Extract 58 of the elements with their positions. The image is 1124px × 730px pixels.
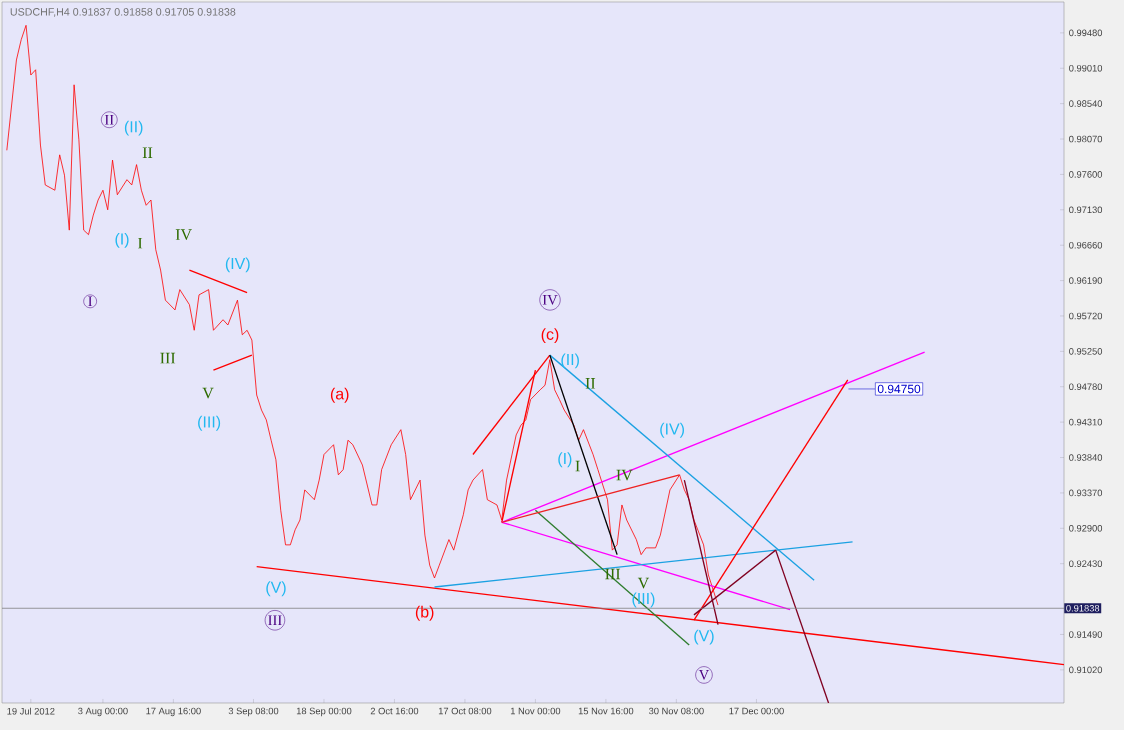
annotation: I <box>88 296 93 307</box>
annotation: (IV) <box>225 257 250 273</box>
annotation: (a) <box>330 387 349 403</box>
x-tick-label: 30 Nov 08:00 <box>648 707 704 715</box>
y-tick-label: 0.99480 <box>1069 29 1103 37</box>
x-tick-label: 2 Oct 16:00 <box>370 707 419 715</box>
annotation: V <box>202 387 214 399</box>
y-tick-label: 0.91490 <box>1069 631 1103 638</box>
annotation: (I) <box>115 232 129 248</box>
x-tick-label: 18 Sep 00:00 <box>296 707 352 717</box>
y-tick-label: 0.94310 <box>1069 418 1103 426</box>
annotation: (IV) <box>660 422 685 438</box>
annotation: (c) <box>541 328 559 344</box>
annotation: II <box>104 114 114 125</box>
annotation: IV <box>616 469 633 481</box>
chart-title: USDCHF,H4 0.91837 0.91858 0.91705 0.91838 <box>10 8 236 17</box>
annotation: III <box>160 352 176 364</box>
y-tick-label: 0.93840 <box>1069 454 1103 461</box>
y-tick-label: 0.95250 <box>1069 348 1103 355</box>
annotation: (b) <box>415 605 434 621</box>
y-tick-label: 0.92430 <box>1069 560 1103 567</box>
x-tick-label: 15 Nov 16:00 <box>578 707 634 715</box>
y-tick-label: 0.97600 <box>1069 171 1103 178</box>
x-tick-label: 3 Sep 08:00 <box>228 707 279 717</box>
y-tick-label: 0.98070 <box>1069 135 1103 143</box>
x-tick-label: 19 Jul 2012 <box>7 707 55 715</box>
y-tick-label: 0.91020 <box>1069 666 1103 674</box>
y-tick-label: 0.96660 <box>1069 241 1103 249</box>
annotation: (II) <box>124 120 143 136</box>
annotation: I <box>137 237 143 249</box>
y-tick-label: 0.95720 <box>1069 312 1103 320</box>
annotation: (V) <box>266 581 286 597</box>
y-tick-label: 0.99010 <box>1069 64 1103 72</box>
y-tick-label: 0.96190 <box>1069 277 1103 284</box>
annotation: (III) <box>198 415 221 431</box>
annotation: II <box>142 147 153 158</box>
annotation: IV <box>175 229 192 241</box>
annotation: I <box>575 460 580 472</box>
y-tick-label: 0.97130 <box>1069 206 1103 214</box>
x-tick-label: 17 Aug 16:00 <box>146 707 201 717</box>
y-tick-label: 0.98540 <box>1069 100 1103 107</box>
annotation: 0.94750 <box>877 384 921 394</box>
annotation: II <box>585 378 596 389</box>
annotation: V <box>698 670 710 680</box>
annotation: III <box>268 615 282 626</box>
x-tick-label: 17 Oct 08:00 <box>438 707 492 715</box>
annotation: V <box>637 577 650 589</box>
annotation: (I) <box>558 452 572 468</box>
y-tick-label: 0.94780 <box>1069 383 1103 391</box>
y-tick-label: 0.92900 <box>1069 525 1103 532</box>
ref-line-label: 0.91838 <box>1066 604 1100 612</box>
annotation: (V) <box>694 629 714 645</box>
annotation: IV <box>542 295 558 305</box>
x-tick-label: 3 Aug 00:00 <box>78 707 128 717</box>
y-tick-label: 0.93370 <box>1069 489 1103 497</box>
x-tick-label: 17 Dec 00:00 <box>729 707 784 715</box>
x-tick-label: 1 Nov 00:00 <box>510 707 561 715</box>
annotation: (II) <box>561 353 579 369</box>
